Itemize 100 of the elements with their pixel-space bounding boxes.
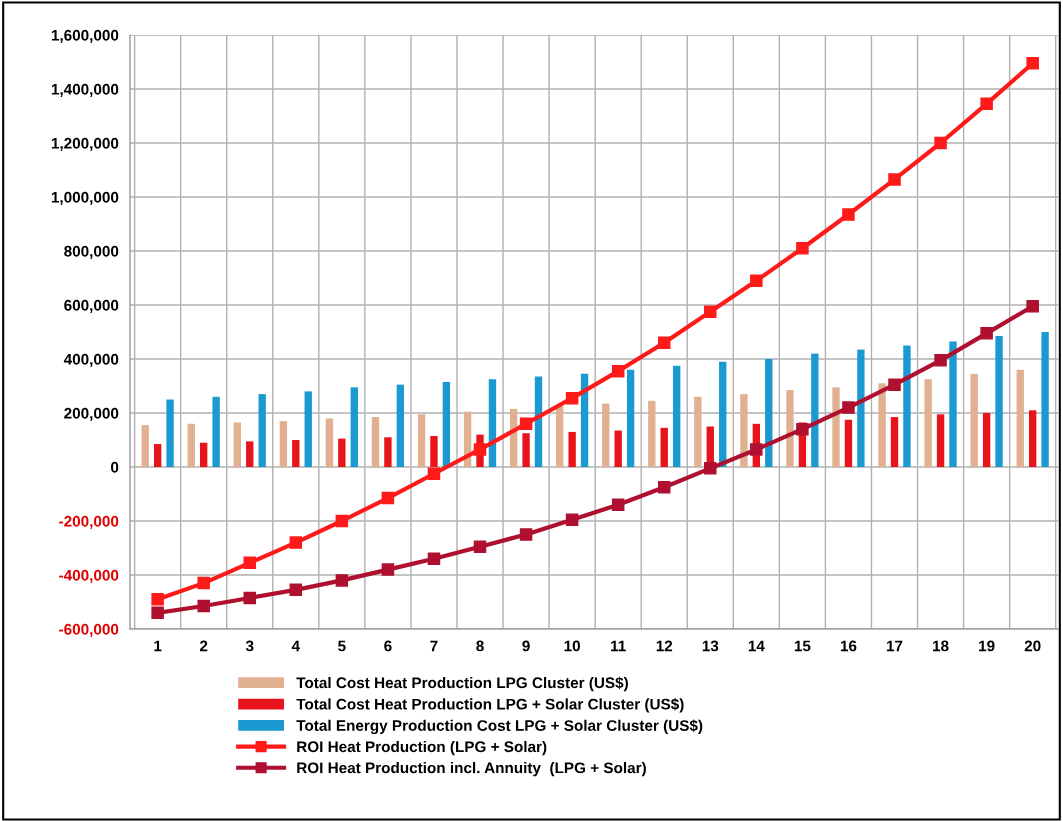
point <box>1026 300 1039 313</box>
bar <box>430 435 438 467</box>
y-tick-label: -600,000 <box>59 623 119 637</box>
bar <box>982 413 991 467</box>
bar <box>1016 369 1024 467</box>
bar <box>1028 410 1037 467</box>
bar <box>568 431 576 467</box>
x-tick-label: 13 <box>702 640 719 652</box>
y-tick-label: 0 <box>111 461 119 473</box>
bar <box>903 345 911 467</box>
x-tick-label: 12 <box>656 640 673 652</box>
x-tick-label: 2 <box>199 640 208 652</box>
bar <box>212 396 220 467</box>
bar <box>246 441 254 467</box>
legend-label: ROI Heat Production incl. Annuity (LPG + Solar) <box>297 762 646 777</box>
point <box>243 591 256 605</box>
bar <box>924 379 932 467</box>
point <box>519 417 533 431</box>
bar <box>648 400 656 467</box>
bar <box>141 425 149 467</box>
point <box>427 552 441 566</box>
y-tick-label: -200,000 <box>59 515 119 529</box>
bar <box>832 387 840 467</box>
bar <box>292 440 300 467</box>
bar <box>786 390 794 467</box>
bar <box>396 384 405 467</box>
bar <box>279 421 288 467</box>
bar <box>719 361 727 467</box>
point <box>565 391 579 405</box>
bar <box>602 403 610 467</box>
bar <box>614 430 622 467</box>
x-tick-label: 8 <box>476 640 484 652</box>
bar <box>740 394 748 467</box>
x-tick-label: 4 <box>291 640 300 652</box>
x-tick-label: 19 <box>979 640 995 652</box>
y-tick-label: 200,000 <box>64 407 119 421</box>
x-tick-label: 16 <box>840 640 857 652</box>
point <box>381 563 395 576</box>
bar <box>325 418 334 467</box>
legend-label: Total Cost Heat Production LPG + Solar Cluster (US$) <box>296 698 684 713</box>
x-tick-label: 11 <box>611 640 626 652</box>
bar <box>949 341 957 467</box>
point <box>704 305 717 319</box>
point <box>796 242 809 255</box>
y-tick-label: 1,200,000 <box>51 137 119 151</box>
bar <box>580 373 589 467</box>
legend-label: ROI Heat Production (LPG + Solar) <box>297 740 547 756</box>
bar <box>765 359 773 467</box>
bar <box>417 414 426 467</box>
x-tick-label: 10 <box>564 640 580 652</box>
bar <box>556 406 564 467</box>
point <box>657 336 671 350</box>
x-tick-label: 3 <box>245 640 254 652</box>
y-tick-label: 1,600,000 <box>51 29 119 43</box>
point <box>980 327 993 340</box>
x-tick-label: 17 <box>886 640 903 652</box>
bar <box>338 438 346 467</box>
point <box>427 467 441 481</box>
point <box>335 514 349 528</box>
point <box>611 364 625 378</box>
point <box>888 378 901 391</box>
bar <box>857 349 865 467</box>
bar <box>200 442 208 467</box>
bar <box>995 336 1003 467</box>
bar <box>166 399 174 467</box>
point <box>381 491 395 505</box>
point <box>335 574 349 587</box>
point <box>473 443 487 456</box>
point <box>611 498 625 512</box>
bar <box>258 394 266 467</box>
bar <box>626 369 635 467</box>
legend-label: Total Energy Production Cost LPG + Solar Cluster (US$) <box>296 719 703 735</box>
x-tick-label: 9 <box>522 640 530 652</box>
point <box>565 513 579 526</box>
point <box>151 593 164 606</box>
y-tick-label: 400,000 <box>63 353 119 367</box>
point <box>934 136 947 150</box>
point <box>842 401 855 414</box>
bar <box>878 383 886 467</box>
bar <box>304 391 312 467</box>
x-tick-label: 18 <box>933 640 949 652</box>
bar <box>844 419 853 467</box>
bar <box>1041 332 1049 467</box>
point <box>289 536 303 549</box>
bar <box>384 437 392 467</box>
point <box>289 583 303 597</box>
point <box>197 576 210 590</box>
point <box>796 422 809 436</box>
x-tick-label: 14 <box>748 640 765 652</box>
y-tick-label: 1,000,000 <box>51 191 119 205</box>
legend-label: Total Cost Heat Production LPG Cluster (US$) <box>296 676 628 692</box>
bar <box>660 427 668 467</box>
point <box>842 208 855 221</box>
x-tick-label: 15 <box>794 640 811 652</box>
bar <box>187 423 195 467</box>
bar <box>672 365 681 467</box>
point <box>980 97 993 111</box>
point <box>934 354 947 367</box>
y-tick-label: -400,000 <box>59 569 119 583</box>
bar <box>153 444 162 467</box>
